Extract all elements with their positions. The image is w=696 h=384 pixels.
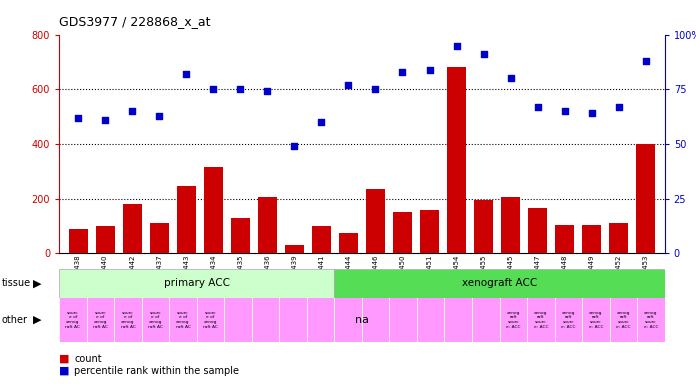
Point: [640, 58, 651, 64]
Bar: [258, 197, 277, 253]
Point: [207, 86, 219, 93]
Bar: [583, 225, 601, 253]
Text: ■: ■: [59, 366, 70, 376]
Point: [343, 82, 354, 88]
Bar: [334, 269, 665, 298]
Text: sourc
e of
xenog
raft AC: sourc e of xenog raft AC: [120, 311, 136, 329]
Point: [235, 86, 246, 93]
Bar: [95, 226, 115, 253]
Text: xenog
raft
sourc
e: ACC: xenog raft sourc e: ACC: [616, 311, 631, 329]
Bar: [555, 225, 574, 253]
Text: sourc
e of
xenog
raft AC: sourc e of xenog raft AC: [203, 311, 218, 329]
Bar: [285, 245, 303, 253]
Text: xenog
raft
sourc
e: ACC: xenog raft sourc e: ACC: [589, 311, 603, 329]
Bar: [528, 208, 547, 253]
Bar: [59, 269, 334, 298]
Point: [181, 71, 192, 77]
Point: [72, 115, 84, 121]
Point: [451, 43, 462, 49]
Bar: [474, 200, 493, 253]
Text: percentile rank within the sample: percentile rank within the sample: [74, 366, 239, 376]
Point: [424, 66, 435, 73]
Point: [154, 113, 165, 119]
Bar: [447, 68, 466, 253]
Bar: [393, 212, 412, 253]
Point: [559, 108, 570, 114]
Text: sourc
e of
xenog
raft AC: sourc e of xenog raft AC: [65, 311, 80, 329]
Text: other: other: [1, 314, 27, 325]
Text: count: count: [74, 354, 102, 364]
Bar: [501, 197, 520, 253]
Text: tissue: tissue: [1, 278, 31, 288]
Bar: [636, 144, 655, 253]
Point: [532, 104, 543, 110]
Bar: [122, 204, 141, 253]
Point: [100, 117, 111, 123]
Text: GDS3977 / 228868_x_at: GDS3977 / 228868_x_at: [59, 15, 211, 28]
Point: [478, 51, 489, 57]
Point: [316, 119, 327, 125]
Bar: [150, 223, 168, 253]
Text: sourc
e of
xenog
raft AC: sourc e of xenog raft AC: [93, 311, 108, 329]
Text: xenog
raft
sourc
e: ACC: xenog raft sourc e: ACC: [534, 311, 548, 329]
Point: [127, 108, 138, 114]
Text: xenog
raft
sourc
e: ACC: xenog raft sourc e: ACC: [644, 311, 658, 329]
Point: [505, 75, 516, 81]
Point: [397, 69, 408, 75]
Bar: [420, 210, 439, 253]
Point: [370, 86, 381, 93]
Point: [586, 110, 597, 116]
Text: xenog
raft
sourc
e: ACC: xenog raft sourc e: ACC: [506, 311, 521, 329]
Bar: [339, 233, 358, 253]
Text: na: na: [355, 314, 369, 325]
Point: [262, 88, 273, 94]
Bar: [231, 218, 250, 253]
Bar: [312, 226, 331, 253]
Point: [289, 143, 300, 149]
Bar: [69, 229, 88, 253]
Text: sourc
e of
xenog
raft AC: sourc e of xenog raft AC: [148, 311, 163, 329]
Text: xenograft ACC: xenograft ACC: [462, 278, 537, 288]
Point: [613, 104, 624, 110]
Text: xenog
raft
sourc
e: ACC: xenog raft sourc e: ACC: [561, 311, 576, 329]
Bar: [609, 223, 628, 253]
Text: primary ACC: primary ACC: [164, 278, 230, 288]
Bar: [204, 167, 223, 253]
Bar: [177, 186, 196, 253]
Bar: [366, 189, 385, 253]
Text: ▶: ▶: [33, 278, 42, 288]
Text: ■: ■: [59, 354, 70, 364]
Text: ▶: ▶: [33, 314, 42, 325]
Text: sourc
e of
xenog
raft AC: sourc e of xenog raft AC: [175, 311, 191, 329]
